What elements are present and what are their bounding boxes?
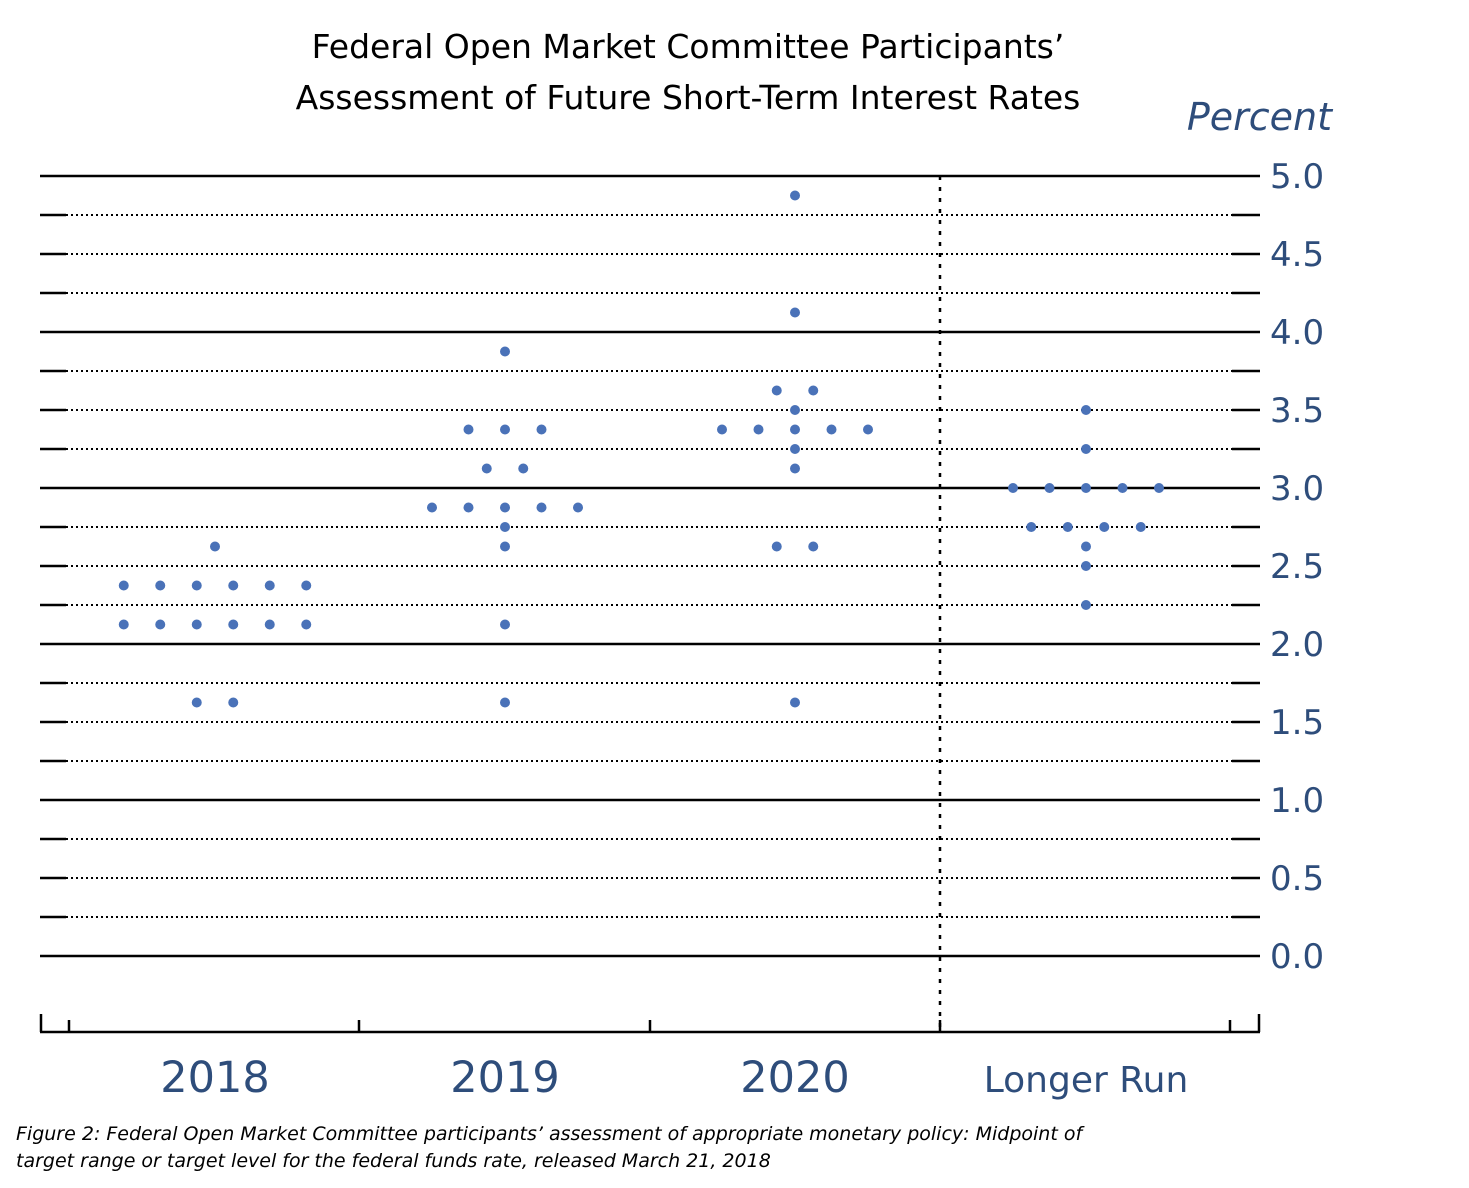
dot (771, 541, 782, 552)
dot (228, 580, 239, 591)
dot-plot-chart: Federal Open Market Committee Participan… (39, 27, 1334, 1103)
dot (155, 580, 166, 591)
dot (790, 190, 800, 201)
x-axis-labels: 2018 2019 2020 Longer Run (160, 1053, 1188, 1103)
dot (118, 580, 129, 591)
dot (228, 697, 239, 708)
caption-line-2: target range or target level for the fed… (16, 1150, 771, 1172)
dot (191, 580, 202, 591)
caption-line-1: Figure 2: Federal Open Market Committee … (16, 1123, 1083, 1145)
dot (1081, 405, 1091, 415)
dot (210, 541, 220, 552)
dot (1044, 483, 1055, 493)
dot (1008, 483, 1018, 493)
dot (1081, 600, 1091, 610)
dot (1081, 541, 1091, 552)
dot (1135, 522, 1146, 532)
y-tick-label: 4.5 (1270, 235, 1324, 275)
dot (481, 463, 492, 474)
y-tick-label: 0.5 (1270, 859, 1324, 899)
dot (500, 619, 510, 630)
dot (191, 619, 202, 630)
dot (264, 619, 275, 630)
dot (826, 424, 837, 435)
y-tick-label: 4.0 (1270, 313, 1324, 353)
dot (1081, 561, 1091, 571)
dot (118, 619, 129, 630)
dot (500, 424, 510, 435)
dot (753, 424, 764, 435)
dot (573, 502, 583, 513)
x-category-label: 2020 (740, 1053, 849, 1103)
y-axis-unit-label: Percent (1187, 95, 1334, 139)
y-axis-ticks: 0.0 0.5 1.0 1.5 2.0 2.5 3.0 3.5 4.0 4.5 5.0 (1270, 157, 1324, 977)
dot (790, 444, 800, 454)
dot (500, 541, 510, 552)
dot (500, 522, 510, 532)
dot (1099, 522, 1110, 532)
dot (808, 385, 819, 396)
dot (228, 619, 239, 630)
dot (264, 580, 275, 591)
dot (808, 541, 819, 552)
dot (790, 697, 800, 708)
gridlines (40, 174, 1260, 958)
y-tick-label: 1.0 (1270, 781, 1324, 821)
dot (500, 502, 510, 513)
x-category-label: 2018 (160, 1053, 269, 1103)
dot (191, 697, 202, 708)
dot (463, 502, 474, 513)
dot (500, 697, 510, 708)
chart-title-line-1: Federal Open Market Committee Participan… (312, 27, 1065, 66)
dot (790, 463, 800, 474)
y-tick-label: 5.0 (1270, 157, 1324, 197)
dot (790, 405, 800, 415)
y-tick-label: 3.5 (1270, 391, 1324, 431)
dot (536, 424, 547, 435)
dot (536, 502, 547, 513)
chart-title-line-2: Assessment of Future Short-Term Interest… (296, 78, 1081, 117)
x-category-label: 2019 (450, 1053, 559, 1103)
dot (1081, 483, 1091, 493)
dots (118, 190, 1164, 708)
dot (771, 385, 782, 396)
y-tick-label: 3.0 (1270, 469, 1324, 509)
dot (500, 346, 510, 357)
dot (301, 580, 312, 591)
x-axis (39, 1014, 1261, 1034)
y-tick-label: 2.5 (1270, 547, 1324, 587)
dot (1026, 522, 1037, 532)
dot (1154, 483, 1164, 493)
dot (518, 463, 529, 474)
dot (1117, 483, 1128, 493)
dot (1081, 444, 1091, 454)
dot (790, 424, 800, 435)
dot (863, 424, 873, 435)
y-tick-label: 1.5 (1270, 703, 1324, 743)
dot (155, 619, 166, 630)
figure-caption: Figure 2: Federal Open Market Committee … (16, 1121, 1316, 1175)
dot (463, 424, 474, 435)
dot (301, 619, 312, 630)
y-tick-label: 2.0 (1270, 625, 1324, 665)
x-category-label: Longer Run (984, 1060, 1189, 1101)
dot (717, 424, 727, 435)
dot (1062, 522, 1073, 532)
dot (790, 307, 800, 318)
dot (427, 502, 437, 513)
y-tick-label: 0.0 (1270, 937, 1324, 977)
